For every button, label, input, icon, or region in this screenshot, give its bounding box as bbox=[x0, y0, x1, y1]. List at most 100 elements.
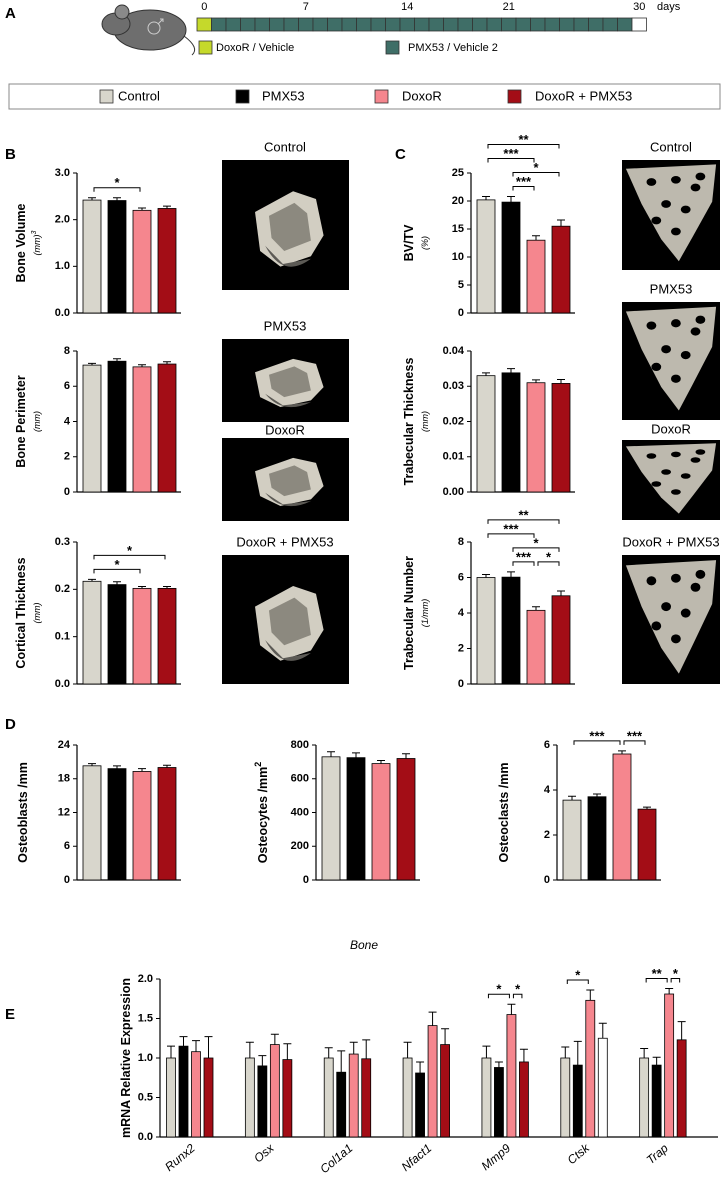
y-tick-label: 15 bbox=[452, 223, 464, 235]
timeline-day bbox=[370, 17, 386, 32]
trabecular-pore bbox=[651, 362, 662, 372]
ct-image bbox=[622, 160, 720, 270]
y-axis-label-text: Osteoblasts /mm bbox=[16, 762, 30, 863]
y-tick-label: 1.5 bbox=[138, 1012, 153, 1024]
trabecular-pore bbox=[651, 216, 662, 225]
y-tick-label: 4 bbox=[458, 607, 465, 619]
image-caption: DoxoR + PMX53 bbox=[236, 534, 333, 549]
bar bbox=[157, 208, 177, 314]
panel-label: E bbox=[5, 1006, 15, 1023]
y-axis-label: BV/TV bbox=[402, 224, 416, 261]
error-bar bbox=[557, 379, 565, 384]
error-bar bbox=[245, 1041, 254, 1058]
y-axis-label-text: BV/TV bbox=[402, 224, 416, 261]
y-axis-unit-text: (%) bbox=[420, 236, 430, 250]
significance-bracket bbox=[93, 554, 166, 560]
timeline-day bbox=[327, 17, 343, 32]
timeline-day bbox=[443, 17, 459, 32]
trabecular-pore bbox=[695, 569, 706, 579]
error-bar bbox=[441, 1028, 450, 1045]
trabecular-pore bbox=[661, 602, 671, 612]
timeline-day bbox=[225, 17, 241, 32]
bone-marrow bbox=[268, 465, 311, 497]
bar bbox=[481, 1057, 492, 1138]
bar bbox=[132, 587, 152, 685]
legend-label: Control bbox=[118, 88, 160, 103]
trabecular-pore bbox=[695, 172, 706, 181]
image-caption: DoxoR bbox=[265, 422, 305, 437]
y-tick-label: 200 bbox=[291, 840, 309, 852]
ct-trabecula bbox=[625, 560, 717, 674]
timeline-legend-label: PMX53 / Vehicle 2 bbox=[408, 42, 498, 54]
error-bar bbox=[573, 1040, 582, 1066]
significance-bracket bbox=[93, 568, 141, 574]
bar bbox=[494, 1067, 504, 1138]
bar bbox=[612, 753, 632, 881]
timeline-day bbox=[486, 17, 502, 32]
bar bbox=[191, 1051, 201, 1138]
error-bar bbox=[192, 1040, 200, 1052]
bar bbox=[639, 1057, 650, 1138]
bar bbox=[664, 993, 675, 1138]
y-axis-unit: (%) bbox=[420, 236, 430, 250]
trabecular-pore bbox=[671, 227, 681, 236]
bar bbox=[651, 1064, 662, 1138]
y-tick-label: 2 bbox=[64, 451, 70, 463]
y-tick-label: 1.0 bbox=[138, 1052, 153, 1064]
ct-image bbox=[622, 555, 720, 684]
error-bar bbox=[507, 1003, 516, 1015]
error-bar bbox=[665, 987, 674, 995]
bone-marrow bbox=[268, 366, 311, 398]
y-tick-label: 400 bbox=[291, 806, 309, 818]
y-axis-unit: (mm) bbox=[32, 603, 42, 624]
bar bbox=[396, 758, 416, 881]
timeline-day bbox=[588, 17, 604, 32]
bar bbox=[282, 1059, 293, 1138]
y-tick-label: 4 bbox=[544, 784, 551, 796]
ct-image bbox=[222, 555, 349, 684]
bar bbox=[321, 756, 341, 881]
y-axis-label-text: mRNA Relative Expression bbox=[119, 978, 133, 1138]
trabecular-pore bbox=[671, 374, 681, 383]
error-bar bbox=[598, 1022, 607, 1039]
timeline-tick: 7 bbox=[303, 1, 309, 13]
significance-label: *** bbox=[627, 728, 643, 743]
error-bar bbox=[163, 205, 171, 209]
error-bar bbox=[593, 793, 601, 797]
error-bar bbox=[677, 1021, 686, 1040]
y-tick-label: 0 bbox=[64, 874, 70, 886]
ct-bone bbox=[255, 358, 324, 408]
y-tick-label: 25 bbox=[452, 167, 464, 179]
bar bbox=[107, 360, 127, 493]
timeline-day bbox=[544, 17, 560, 32]
timeline-day bbox=[283, 17, 299, 32]
significance-label: ** bbox=[518, 132, 529, 147]
significance-bracket bbox=[487, 519, 560, 524]
error-bar bbox=[643, 806, 651, 810]
trabecular-pore bbox=[695, 449, 706, 455]
significance-label: ** bbox=[518, 507, 529, 522]
bar bbox=[346, 757, 366, 881]
significance-label: * bbox=[515, 982, 521, 997]
y-tick-label: 2 bbox=[544, 829, 550, 841]
y-axis-unit-text: (1/mm) bbox=[420, 599, 430, 628]
y-axis-label: Cortical Thickness bbox=[14, 557, 28, 668]
significance-label: * bbox=[114, 175, 120, 190]
y-tick-label: 0 bbox=[64, 486, 70, 498]
y-axis-label: Osteoblasts /mm bbox=[16, 762, 30, 863]
error-bar bbox=[270, 1033, 279, 1045]
error-bar bbox=[337, 1050, 346, 1073]
error-bar bbox=[507, 196, 515, 203]
trabecular-pore bbox=[680, 608, 691, 618]
y-tick-label: 6 bbox=[64, 840, 70, 852]
timeline-day bbox=[501, 17, 517, 32]
y-tick-label: 0 bbox=[544, 874, 550, 886]
error-bar bbox=[557, 590, 565, 596]
bar bbox=[107, 768, 127, 881]
error-bar bbox=[167, 1045, 175, 1058]
error-bar bbox=[327, 751, 335, 757]
y-axis-label: Bone Volume bbox=[14, 203, 28, 282]
bar bbox=[476, 199, 496, 314]
trabecular-pore bbox=[680, 473, 691, 479]
error-bar bbox=[163, 764, 171, 768]
